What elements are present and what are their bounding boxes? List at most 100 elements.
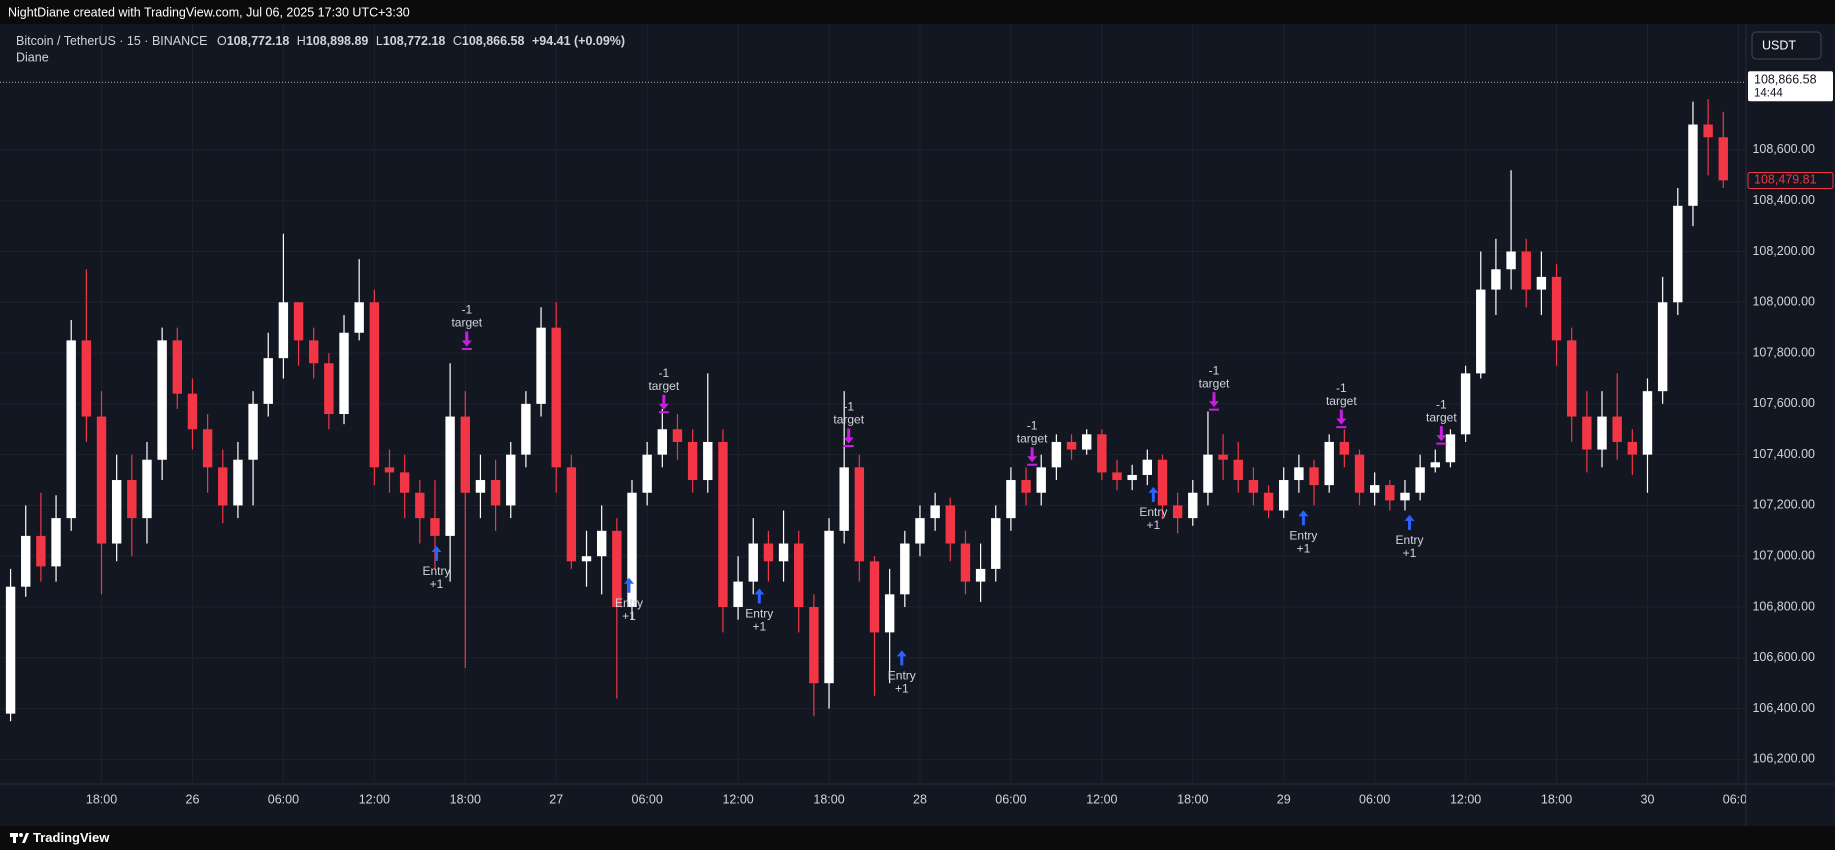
x-tick-label: 06:00 [268, 792, 299, 806]
x-tick-label: 06:00 [1359, 792, 1390, 806]
currency-button[interactable] [1751, 31, 1822, 60]
candle-body [1400, 492, 1410, 501]
signal-label: +1 [1147, 518, 1161, 532]
candle-body [1521, 251, 1531, 290]
candle-body [991, 518, 1001, 569]
candle-body [1460, 373, 1471, 435]
candle-body [1127, 474, 1137, 481]
ohlc-value: 108,898.89 [306, 34, 369, 48]
entry-arrow [754, 588, 765, 604]
candle-body [1536, 276, 1547, 290]
candle-body [81, 340, 92, 417]
y-tick-label: 107,600.00 [1752, 396, 1815, 410]
candle-body [1097, 434, 1107, 473]
candle-body [809, 607, 819, 684]
candle-body [1430, 462, 1440, 468]
candle-body [1021, 480, 1031, 493]
y-tick-label: 107,800.00 [1752, 345, 1815, 359]
x-tick-label: 12:00 [1450, 792, 1481, 806]
candle-body [248, 403, 258, 460]
candle-body [36, 535, 46, 567]
candle-body [1354, 454, 1365, 493]
x-tick-label: 06:00 [632, 792, 663, 806]
y-tick-label: 108,200.00 [1752, 244, 1815, 258]
candle-body [1218, 454, 1228, 460]
candle-body [142, 459, 152, 519]
signal-label: -1 [1336, 381, 1347, 395]
candle-body [1657, 302, 1668, 392]
candle-body [430, 518, 440, 536]
candle-body [642, 454, 652, 493]
x-tick-label: 12:00 [1086, 792, 1117, 806]
candle-body [612, 530, 622, 608]
y-tick-label: 108,400.00 [1752, 193, 1815, 207]
x-tick-label: 18:00 [1177, 792, 1208, 806]
ohlc-value: 108,772.18 [227, 34, 290, 48]
price-tag [1747, 171, 1834, 189]
candle-body [1051, 441, 1062, 468]
candle-body [506, 454, 516, 506]
candle-body [309, 340, 319, 364]
candle-body [596, 530, 607, 557]
entry-arrow [1404, 514, 1415, 530]
currency-label[interactable]: USDT [1762, 38, 1796, 52]
candle-body [1142, 459, 1153, 475]
last-price-tag [1748, 71, 1833, 102]
signal-label: target [1017, 431, 1048, 445]
candle-body [384, 467, 395, 473]
candle-body [1597, 416, 1607, 450]
candle-body [1491, 269, 1501, 290]
x-tick-label: 12:00 [722, 792, 753, 806]
candle-body [1612, 416, 1622, 442]
candle-body [839, 467, 849, 531]
logo-part [13, 833, 16, 843]
entry-arrow [1148, 486, 1159, 502]
x-tick-label: 18:00 [813, 792, 844, 806]
candle-body [975, 568, 986, 582]
ohlc-key: H [297, 34, 306, 48]
time-axis: 18:00 26 06:00 12:00 18:00 27 06:00 12:00 18:00 2… [86, 792, 1746, 806]
symbol: Bitcoin / TetherUS · 15 · BINANCE [16, 34, 208, 48]
candle-body [884, 594, 895, 633]
signal-label: +1 [430, 577, 444, 591]
x-tick-label: 06:00 [995, 792, 1026, 806]
y-tick-label: 106,800.00 [1752, 599, 1815, 613]
candle-body [218, 467, 228, 506]
ohlc-value: 108,772.18 [383, 34, 446, 48]
candle-body [66, 340, 76, 519]
target-arrow [658, 394, 669, 414]
target-arrow [1336, 409, 1347, 429]
entry-arrow [1298, 510, 1309, 526]
candle-body [1279, 480, 1289, 511]
candle-body [1703, 124, 1713, 138]
candle-body [1582, 416, 1592, 450]
candle-body [399, 472, 410, 493]
brand: TradingView [33, 830, 110, 845]
signal-label: -1 [461, 303, 472, 317]
candle-body [1036, 467, 1046, 493]
top-bar [0, 0, 1835, 24]
candle-body [278, 302, 289, 359]
candle-body [657, 429, 668, 455]
candle-body [1233, 459, 1243, 481]
candle-body [778, 543, 789, 562]
candle-body [1006, 480, 1016, 519]
candle-body [1718, 137, 1728, 181]
candle-body [794, 543, 804, 608]
candle-body [339, 332, 349, 415]
candle-body [354, 302, 364, 333]
signal-label: +1 [1297, 541, 1311, 555]
signal-label: target [451, 316, 482, 330]
candle-body [627, 492, 637, 608]
candle-body [1339, 441, 1350, 455]
price-tag-label: 108,479.81 [1754, 173, 1817, 187]
signal-label: -1 [1436, 397, 1447, 411]
ohlc-key: O [217, 34, 227, 48]
signal-label: -1 [1209, 363, 1220, 377]
candle-body [551, 327, 561, 468]
signal-label: target [1326, 394, 1357, 408]
candle-body [233, 459, 243, 506]
candle-body [1642, 391, 1653, 455]
x-tick-label: 12:00 [359, 792, 390, 806]
